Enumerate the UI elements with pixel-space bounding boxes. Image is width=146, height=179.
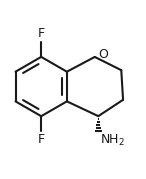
Text: F: F [38, 133, 45, 146]
Text: O: O [98, 48, 108, 61]
Text: NH$_2$: NH$_2$ [100, 133, 125, 148]
Text: F: F [38, 27, 45, 40]
